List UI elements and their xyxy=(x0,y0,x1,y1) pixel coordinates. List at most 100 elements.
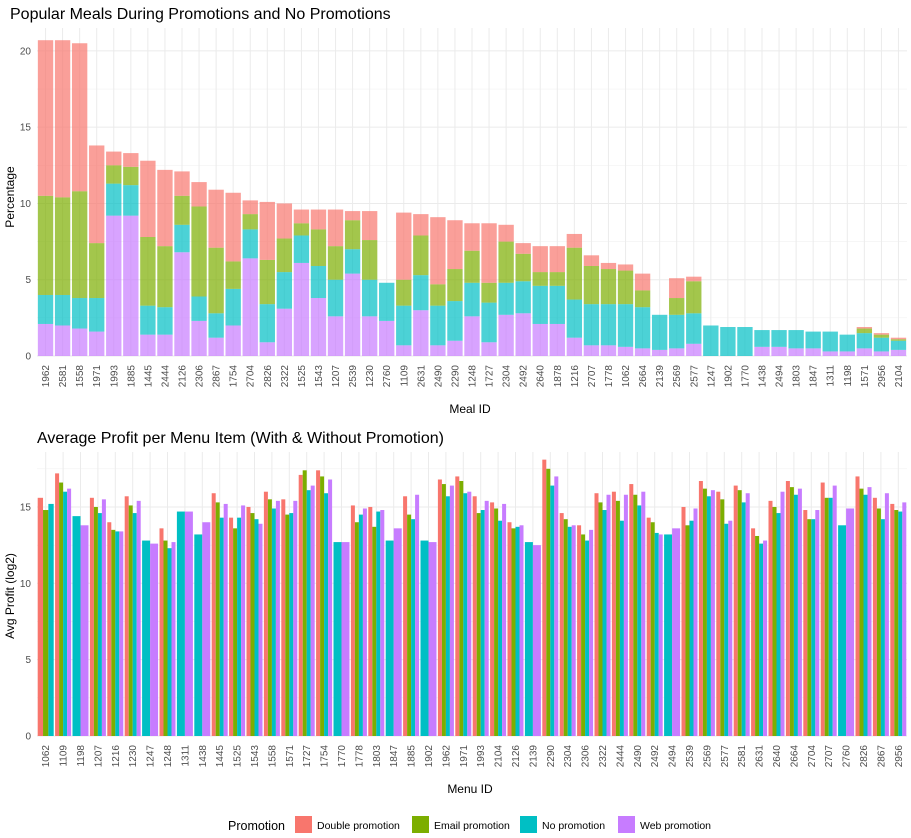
bar-segment-email-promotion xyxy=(600,269,617,305)
bar-no-promotion xyxy=(776,513,781,736)
legend-item-no-promotion: No promotion xyxy=(520,816,605,833)
bar-segment-no-promotion xyxy=(464,282,480,317)
bar-segment-no-promotion xyxy=(703,325,719,356)
bar-segment-email-promotion xyxy=(293,223,310,236)
x-tick-label: 1198 xyxy=(76,745,87,767)
x-tick-label: 1902 xyxy=(424,745,435,768)
bar-segment-email-promotion xyxy=(856,328,873,334)
bar-web-promotion xyxy=(171,542,176,736)
bar-email-promotion xyxy=(894,510,899,736)
x-tick-label: 2867 xyxy=(876,745,887,768)
bar-no-promotion xyxy=(271,508,276,736)
bar-web-promotion xyxy=(867,487,872,736)
x-tick-label: 1062 xyxy=(41,745,52,768)
bar-segment-email-promotion xyxy=(259,259,275,305)
bar-segment-email-promotion xyxy=(361,240,378,280)
bar-segment-double-promotion xyxy=(600,262,617,270)
x-tick-label: 1885 xyxy=(126,365,137,388)
bar-segment-double-promotion xyxy=(396,212,412,280)
bar-double-promotion xyxy=(37,497,44,736)
bar-double-promotion xyxy=(733,485,738,736)
bar-double-promotion xyxy=(246,506,251,736)
bar-no-promotion xyxy=(289,513,294,736)
legend-item-double-promotion: Double promotion xyxy=(295,816,400,833)
bar-segment-no-promotion xyxy=(106,183,122,216)
bar-segment-no-promotion xyxy=(37,294,54,324)
bar-segment-no-promotion xyxy=(805,331,821,349)
bar-segment-email-promotion xyxy=(481,282,497,303)
bar-no-promotion xyxy=(376,511,381,736)
bar-segment-no-promotion xyxy=(549,285,565,324)
bar-segment-web-promotion xyxy=(566,337,583,356)
bar-no-promotion xyxy=(898,511,903,736)
x-tick-label: 1847 xyxy=(389,745,400,768)
x-tick-label: 1571 xyxy=(285,745,296,768)
bar-segment-double-promotion xyxy=(549,246,565,273)
bar-segment-web-promotion xyxy=(344,273,361,356)
bar-segment-web-promotion xyxy=(89,331,105,356)
bar-segment-web-promotion xyxy=(873,351,890,356)
bar-web-promotion xyxy=(393,528,402,736)
bar-segment-double-promotion xyxy=(634,273,651,291)
x-tick-label: 1445 xyxy=(143,365,154,388)
bar-segment-double-promotion xyxy=(89,145,105,244)
bar-segment-email-promotion xyxy=(344,220,361,250)
bar-web-promotion xyxy=(341,542,350,736)
bar-segment-no-promotion xyxy=(498,282,514,315)
bar-segment-double-promotion xyxy=(361,211,378,241)
bar-segment-no-promotion xyxy=(54,294,71,326)
bar-segment-web-promotion xyxy=(430,345,446,356)
bar-no-promotion xyxy=(524,542,533,736)
bar-no-promotion xyxy=(602,510,607,736)
bar-no-promotion xyxy=(759,543,764,736)
bar-no-promotion xyxy=(498,520,503,736)
x-tick-label: 1971 xyxy=(459,745,470,768)
bar-web-promotion xyxy=(846,508,855,736)
x-tick-label: 1525 xyxy=(297,365,308,388)
bar-web-promotion xyxy=(502,503,507,736)
bar-email-promotion xyxy=(859,488,864,736)
x-tick-label: 1803 xyxy=(792,365,803,388)
bar-web-promotion xyxy=(119,531,124,736)
bar-email-promotion xyxy=(685,525,690,736)
bar-double-promotion xyxy=(611,491,616,736)
bar-web-promotion xyxy=(658,534,663,736)
bar-email-promotion xyxy=(320,476,325,736)
bar-web-promotion xyxy=(571,525,576,736)
x-tick-label: 2444 xyxy=(160,365,171,388)
bar-double-promotion xyxy=(350,505,355,736)
bar-segment-double-promotion xyxy=(481,223,497,283)
bar-segment-no-promotion xyxy=(737,327,753,356)
x-tick-label: 1525 xyxy=(233,745,244,768)
bar-segment-no-promotion xyxy=(447,301,463,341)
bar-double-promotion xyxy=(855,476,860,736)
bar-double-promotion xyxy=(490,502,495,736)
x-tick-label: 1438 xyxy=(198,745,209,768)
chart1-x-axis-title: Meal ID xyxy=(449,402,491,416)
bar-email-promotion xyxy=(702,488,707,736)
bar-segment-web-promotion xyxy=(890,349,907,356)
bar-segment-email-promotion xyxy=(686,281,702,314)
bar-web-promotion xyxy=(310,485,315,736)
x-tick-label: 2577 xyxy=(720,745,731,768)
bar-segment-no-promotion xyxy=(566,299,583,338)
x-tick-label: 2707 xyxy=(587,365,598,388)
bar-segment-email-promotion xyxy=(106,165,122,184)
bar-no-promotion xyxy=(48,503,54,736)
bar-segment-no-promotion xyxy=(140,305,156,335)
bar-email-promotion xyxy=(650,522,655,736)
bar-segment-double-promotion xyxy=(157,169,173,247)
x-tick-label: 1198 xyxy=(843,365,854,387)
x-tick-label: 1993 xyxy=(476,745,487,768)
x-tick-label: 2664 xyxy=(638,365,649,388)
bar-segment-web-promotion xyxy=(481,342,497,356)
bar-segment-web-promotion xyxy=(310,298,327,356)
bar-segment-no-promotion xyxy=(413,275,429,311)
bar-segment-email-promotion xyxy=(157,246,173,308)
x-tick-label: 1902 xyxy=(723,365,734,388)
x-tick-label: 1247 xyxy=(706,365,717,388)
bar-web-promotion xyxy=(293,500,298,736)
bar-segment-email-promotion xyxy=(37,195,54,295)
bar-segment-web-promotion xyxy=(396,345,412,356)
